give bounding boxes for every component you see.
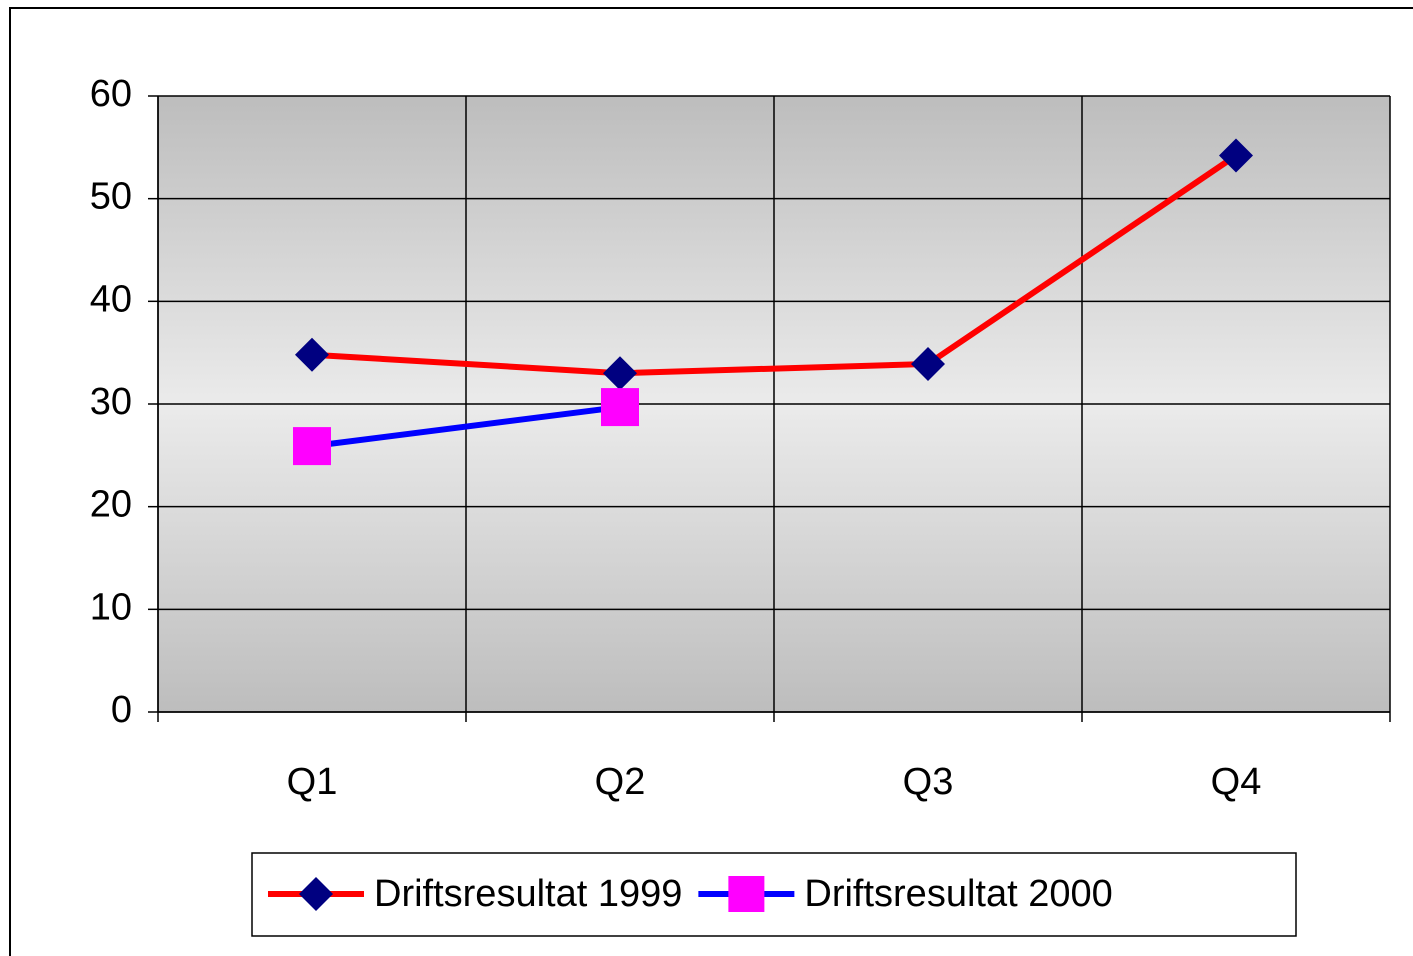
y-tick-label: 0 [111, 689, 132, 731]
series-line [311, 153, 1238, 377]
marker [299, 877, 333, 911]
y-tick-label: 10 [90, 586, 132, 628]
y-tick-label: 30 [90, 381, 132, 423]
series-line [311, 404, 621, 450]
y-tick-label: 40 [90, 278, 132, 320]
x-tick-label: Q3 [903, 761, 954, 803]
x-tick-label: Q4 [1211, 761, 1262, 803]
marker [728, 876, 765, 912]
legend-label: Driftsresultat 1999 [374, 873, 682, 915]
y-tick-label: 50 [90, 176, 132, 218]
x-tick-label: Q2 [595, 761, 646, 803]
marker [295, 337, 329, 372]
x-tick-label: Q1 [287, 761, 338, 803]
y-tick-label: 20 [90, 484, 132, 526]
marker [911, 346, 945, 381]
legend-label: Driftsresultat 2000 [804, 873, 1112, 915]
marker [1219, 138, 1253, 173]
marker [603, 356, 637, 391]
y-tick-label: 60 [90, 73, 132, 115]
marker [601, 388, 639, 427]
marker [293, 427, 331, 466]
